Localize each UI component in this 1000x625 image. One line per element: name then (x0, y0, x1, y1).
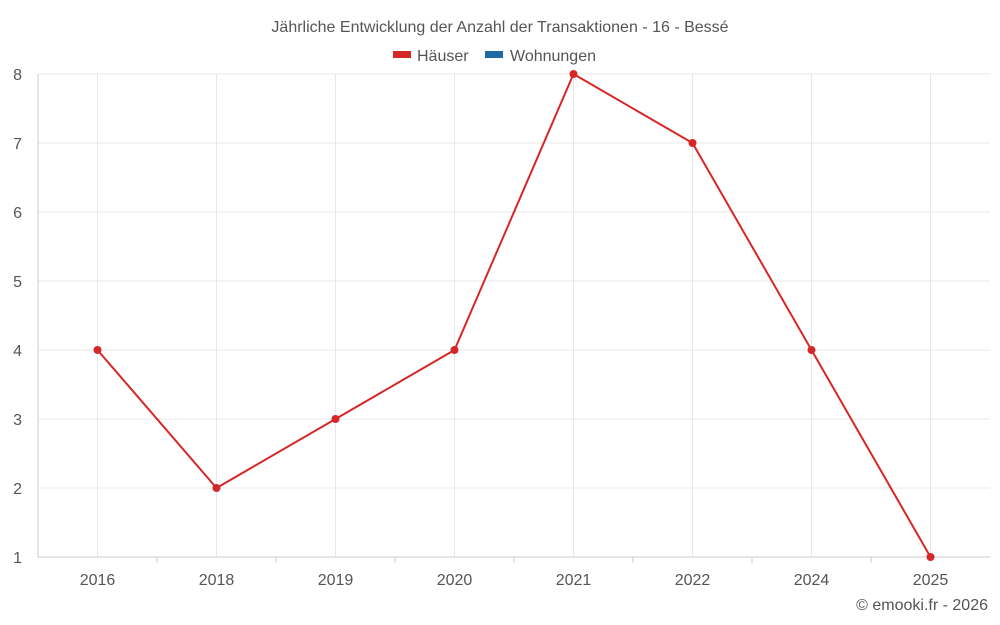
y-tick-label: 7 (13, 136, 22, 153)
x-tick-label: 2021 (556, 572, 592, 589)
x-tick-label: 2018 (199, 572, 235, 589)
data-point-2025[interactable] (926, 553, 935, 561)
x-tick-label: 2022 (675, 572, 711, 589)
legend-swatch-wohnungen (485, 51, 503, 58)
legend-swatch-haeuser (393, 51, 411, 58)
y-tick-label: 6 (13, 205, 22, 222)
axes (37, 74, 990, 563)
y-tick-label: 2 (13, 481, 22, 498)
x-tick-label: 2024 (794, 572, 830, 589)
y-tick-label: 5 (13, 274, 22, 291)
legend-item-wohnungen[interactable]: Wohnungen (485, 48, 596, 65)
data-point-2021[interactable] (569, 70, 578, 78)
x-tick-label: 2025 (913, 572, 949, 589)
data-point-2020[interactable] (450, 346, 459, 354)
y-tick-label: 4 (13, 343, 22, 360)
legend[interactable]: Häuser Wohnungen (393, 48, 596, 65)
legend-label-haeuser: Häuser (417, 48, 469, 65)
y-tick-label: 1 (13, 550, 22, 567)
data-point-2016[interactable] (93, 346, 102, 354)
x-axis-ticks: 2016 2018 2019 2020 2021 2022 2024 2025 (80, 572, 949, 589)
credit-text: © emooki.fr - 2026 (856, 597, 988, 614)
data-point-2024[interactable] (807, 346, 816, 354)
chart-title: Jährliche Entwicklung der Anzahl der Tra… (271, 19, 728, 36)
data-point-2019[interactable] (331, 415, 340, 423)
x-tick-label: 2016 (80, 572, 116, 589)
y-tick-label: 3 (13, 412, 22, 429)
x-tick-label: 2019 (318, 572, 354, 589)
y-tick-label: 8 (13, 67, 22, 84)
series-line (96, 73, 932, 558)
data-point-2022[interactable] (688, 139, 697, 147)
y-axis-ticks: 1 2 3 4 5 6 7 8 (13, 67, 22, 567)
data-point-2018[interactable] (212, 484, 221, 492)
legend-label-wohnungen: Wohnungen (510, 48, 596, 65)
x-tick-label: 2020 (437, 572, 473, 589)
grid (38, 73, 990, 558)
series-haeuser (93, 70, 935, 561)
legend-item-haeuser[interactable]: Häuser (393, 48, 469, 65)
